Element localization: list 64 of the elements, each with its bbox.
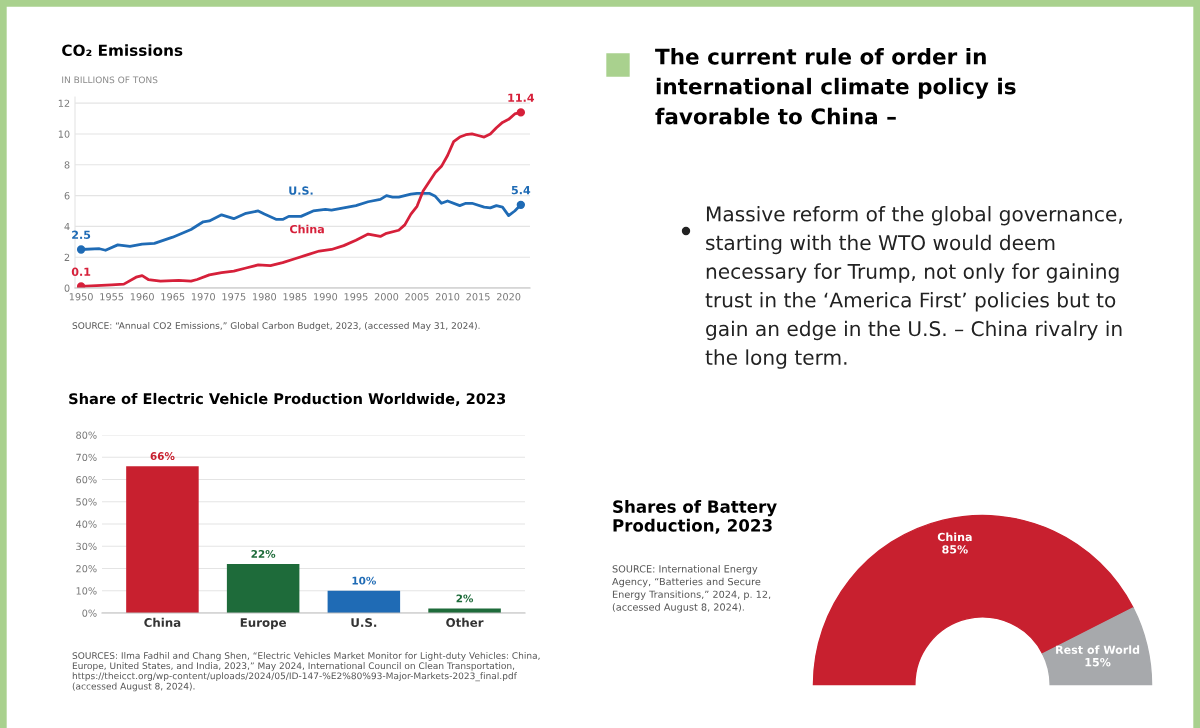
data-label: 22% [251,549,276,558]
series-label: China [289,224,324,234]
y-tick-label: 10 [58,130,70,138]
y-tick-label: 50% [76,498,97,506]
x-tick-label: Europe [240,618,286,630]
data-label: 5.4 [511,186,531,195]
text: Massive reform of the global governance, starting with the WTO would deem necessary for Trump, not only for gaining trust in the ‘America First’ policies but to gain an edge in the U.S. – China rivalry in the long term. [705,206,1122,369]
y-tick-label: 0 [64,284,70,292]
y-tick-label: 12 [58,99,70,107]
data-label: 10% [352,576,376,585]
x-tick-label: 2020 [496,293,521,301]
y-tick-label: 4 [64,222,70,231]
data-label: 2.5 [72,230,91,240]
chart-title: Shares of Battery Production, 2023 [613,500,777,534]
data-label: 85% [942,545,968,554]
bar [226,564,300,613]
chart-title: Share of Electric Vehicle Production Worldwide, 2023 [69,392,506,407]
source-note: SOURCES: Ilma Fadhil and Chang Shen, “Electric Vehicles Market Monitor for Light-duty Vehicles: China, Europe, United States, and India, 2023,” May 2024, International Council on Clean Transportation, https://theicct.org/wp-content/uploads/2024/05/ID-147-%E2%80%93-Major-Markets-2023_final.pdf (accessed August 8, 2024). [72,652,540,692]
y-tick-label: 2 [64,253,70,261]
y-tick-label: 6 [64,192,70,200]
data-label: 15% [1085,657,1111,667]
slice-label: China [937,532,972,542]
data-label: 11.4 [508,93,535,102]
y-tick-label: 30% [76,542,97,551]
y-tick-label: 40% [76,520,97,528]
data-label: 0.1 [71,267,91,276]
source-note: SOURCE: International Energy Agency, “Batteries and Secure Energy Transitions,” 2024, p. 12, (accessed August 8, 2024). [612,565,771,613]
y-tick-label: 80% [76,431,97,439]
point [516,108,526,117]
x-tick-label: 1950 [69,293,93,301]
y-tick-label: 60% [76,475,97,484]
x-tick-label: 2000 [374,293,399,301]
bar [126,466,199,613]
data-label: 2% [456,594,474,603]
x-tick-label: 1995 [344,293,368,301]
x-tick-label: 2010 [435,293,460,301]
x-tick-label: 1990 [314,293,338,301]
x-tick-label: China [144,617,181,627]
y-tick-label: 8 [64,161,70,169]
x-tick-label: 1980 [253,293,277,301]
source-note: SOURCE: “Annual CO2 Emissions,” Global Carbon Budget, 2023, (accessed May 31, 2024). [72,322,480,331]
x-tick-label: Other [446,617,484,627]
x-tick-label: 2005 [405,293,429,301]
x-tick-label: 1975 [222,293,246,301]
y-tick-label: 20% [76,564,97,573]
chart-title: CO₂ Emissions [62,44,183,57]
x-tick-label: 1965 [161,293,185,301]
y-tick-label: 0% [82,609,97,617]
series-label: U.S. [289,186,313,195]
x-tick-label: 1985 [283,293,307,301]
point [516,200,526,209]
x-tick-label: 1970 [191,293,215,301]
y-tick-label: 70% [76,453,97,462]
y-tick-label: 10% [76,587,97,595]
y-axis-title: IN BILLIONS OF TONS [62,76,158,84]
slice-label: Rest of World [1056,645,1140,654]
bar [327,590,401,613]
point [76,245,86,254]
x-tick-label: 1955 [100,293,124,301]
x-tick-label: U.S. [351,618,377,627]
x-tick-label: 1960 [130,293,154,301]
x-tick-label: 2015 [466,293,490,301]
data-label: 66% [150,452,175,460]
text: The current rule of order in international climate policy is favorable to China – [655,48,1016,125]
